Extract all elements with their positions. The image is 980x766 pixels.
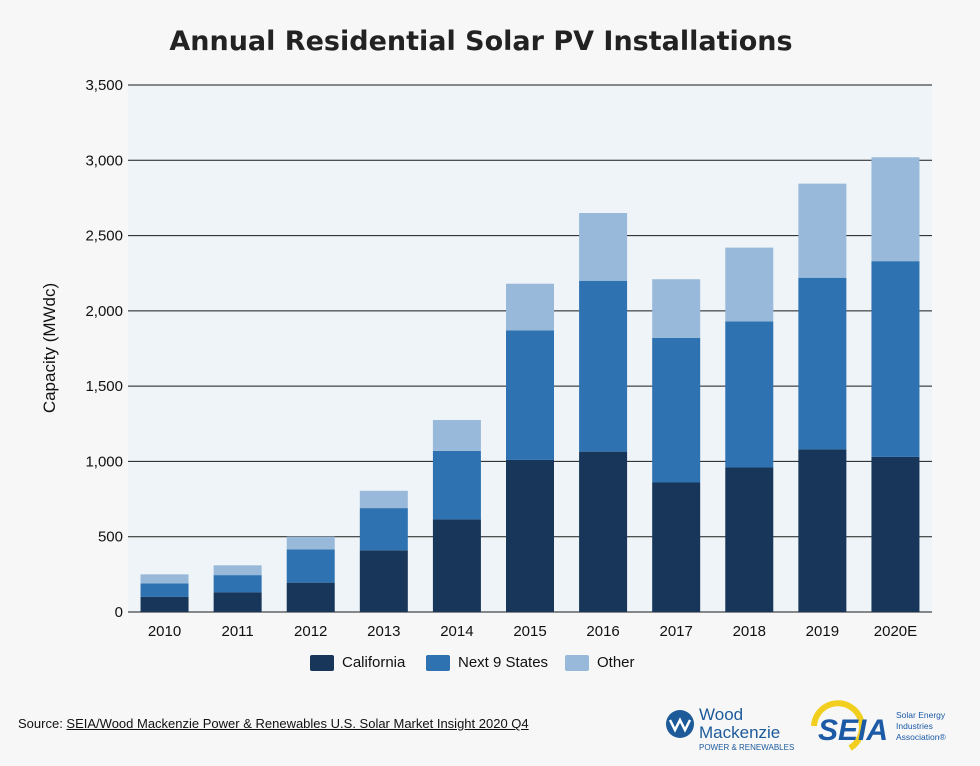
y-axis-label: Capacity (MWdc) [40, 283, 59, 413]
source-link[interactable]: SEIA/Wood Mackenzie Power & Renewables U… [66, 716, 529, 731]
y-tick-label: 3,500 [85, 77, 123, 94]
wood-mackenzie-logo: Wood Mackenzie POWER & RENEWABLES [666, 705, 794, 752]
wood-mackenzie-emblem-icon [666, 710, 694, 738]
x-tick-label: 2020E [874, 623, 917, 640]
seia-text: SEIA [818, 714, 888, 747]
bar-segment [725, 247, 774, 322]
seia-logo: SEIA Solar Energy Industries Association… [811, 700, 946, 751]
bar-segment [871, 456, 920, 612]
x-tick-label: 2012 [294, 623, 327, 640]
y-tick-label: 2,000 [85, 303, 123, 320]
x-tick-label: 2013 [367, 623, 400, 640]
legend-swatch [565, 655, 589, 671]
bar-segment [286, 582, 335, 612]
bar-segment [213, 565, 262, 576]
x-tick-label: 2011 [222, 623, 254, 640]
x-tick-label: 2016 [586, 623, 619, 640]
bar-segment [506, 283, 554, 331]
bar-segment [213, 592, 262, 612]
y-tick-labels: 0 500 1,000 1,500 2,000 2,500 3,000 3,500 [85, 77, 123, 621]
bar-segment [725, 321, 774, 468]
legend-label: California [342, 654, 406, 671]
wm-line3: POWER & RENEWABLES [699, 743, 794, 752]
source-note: Source: SEIA/Wood Mackenzie Power & Rene… [18, 716, 529, 731]
bar-segment [140, 583, 189, 597]
x-tick-label: 2010 [148, 623, 181, 640]
bar-segment [871, 261, 920, 457]
y-tick-label: 1,000 [85, 453, 123, 470]
bar-segment [432, 450, 481, 520]
seia-tag2: Industries [896, 721, 933, 731]
y-tick-label: 1,500 [85, 378, 123, 395]
y-tick-label: 500 [98, 529, 123, 546]
bar-segment [798, 449, 847, 612]
bar-segment [798, 277, 847, 450]
bar-segment [286, 536, 335, 550]
bars [140, 157, 920, 612]
y-tick-label: 0 [115, 604, 123, 621]
legend: California Next 9 States Other [310, 654, 635, 671]
bar-segment [432, 420, 481, 451]
bar-segment [798, 183, 847, 278]
bar-segment [506, 459, 554, 612]
legend-label: Next 9 States [458, 654, 548, 671]
seia-sun-arc-icon [811, 700, 865, 751]
bar-segment [432, 519, 481, 612]
x-tick-label: 2018 [733, 623, 766, 640]
x-tick-label: 2017 [659, 623, 692, 640]
bar-segment [652, 482, 701, 612]
bar-segment [579, 280, 628, 452]
x-tick-labels: 2010 2011 2012 2013 2014 2015 2016 2017 2018 2019… [148, 623, 917, 640]
bar-segment [652, 337, 701, 483]
legend-label: Other [597, 654, 635, 671]
bar-segment [359, 508, 408, 551]
wm-line1: Wood [699, 705, 743, 724]
bar-segment [725, 467, 774, 612]
bar-segment [359, 550, 408, 612]
bar-segment [213, 575, 262, 593]
x-tick-label: 2015 [513, 623, 546, 640]
bar-segment [579, 451, 628, 612]
bar-segment [579, 212, 628, 281]
chart-title: Annual Residential Solar PV Installation… [169, 26, 792, 57]
seia-tag3: Association® [896, 732, 946, 742]
x-tick-label: 2014 [440, 623, 473, 640]
y-tick-label: 3,000 [85, 152, 123, 169]
x-tick-label: 2019 [806, 623, 839, 640]
bar-segment [140, 574, 189, 584]
y-tick-label: 2,500 [85, 228, 123, 245]
bar-segment [506, 330, 554, 460]
legend-swatch [426, 655, 450, 671]
wm-line2: Mackenzie [699, 723, 780, 742]
bar-segment [140, 596, 189, 612]
seia-tag1: Solar Energy [896, 710, 946, 720]
source-prefix: Source: [18, 716, 67, 731]
bar-segment [359, 490, 408, 509]
bar-segment [286, 549, 335, 583]
legend-swatch [310, 655, 334, 671]
bar-segment [652, 279, 701, 338]
bar-segment [871, 157, 920, 262]
